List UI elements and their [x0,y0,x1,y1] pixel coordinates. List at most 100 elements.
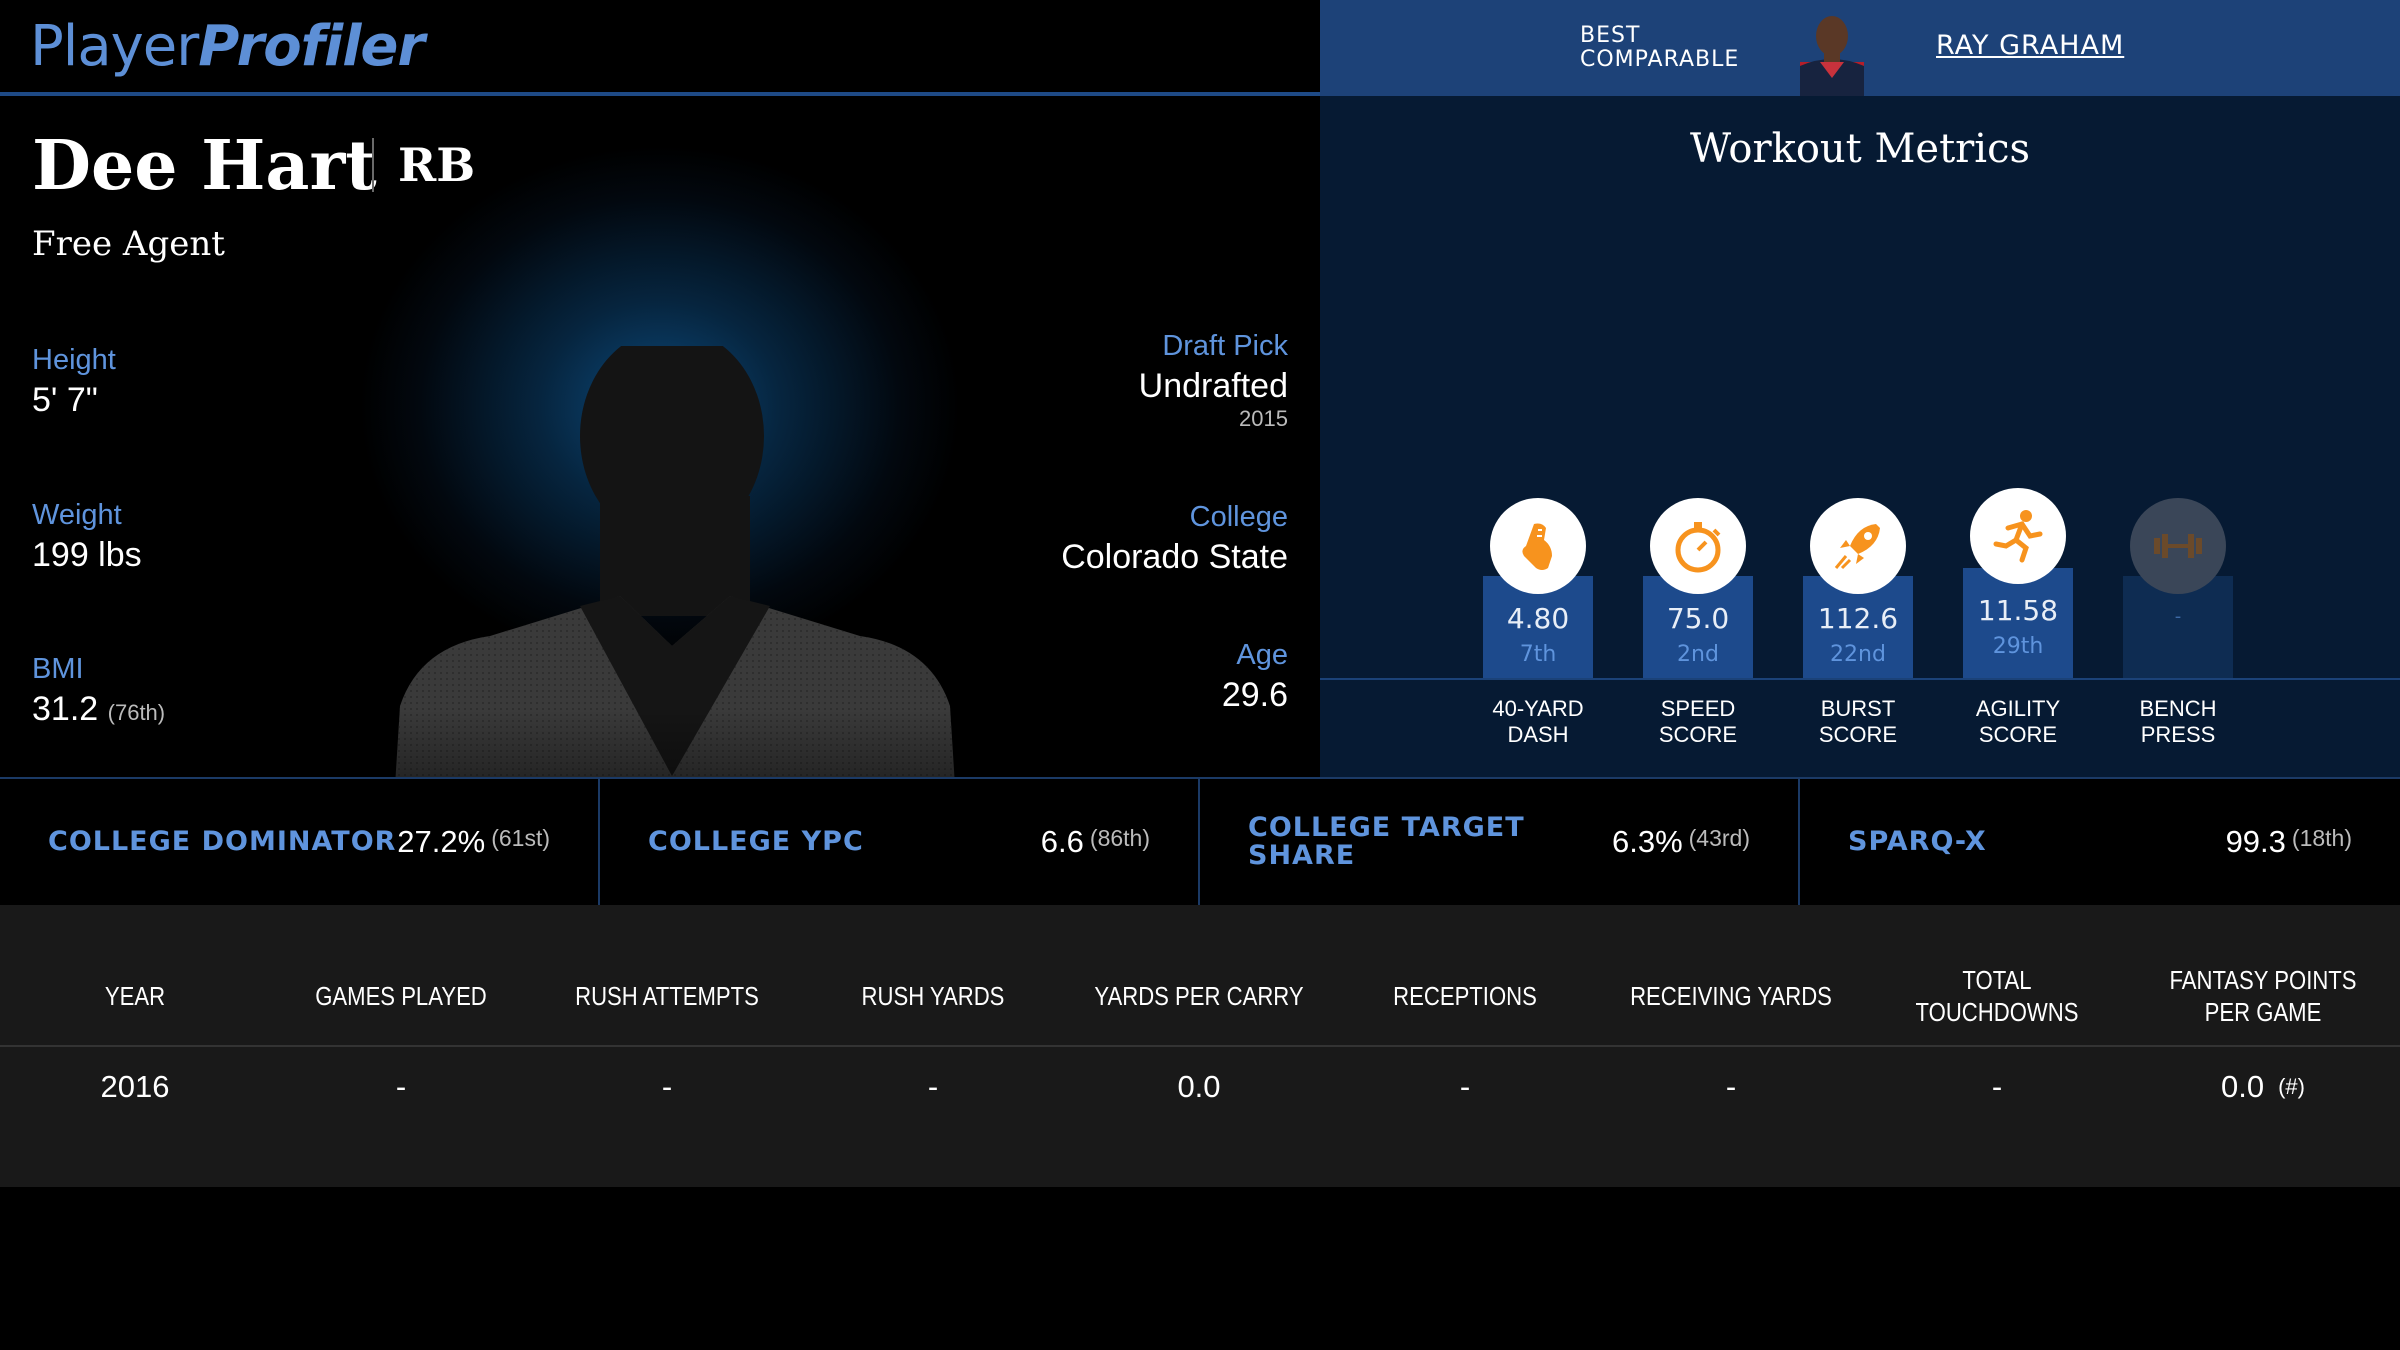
workout-metrics-title: Workout Metrics [1689,126,2031,172]
draft-value: Undrafted [1138,367,1288,405]
table-row: 2016 - - - 0.0 - - - 0.0 (#) [0,1047,2400,1127]
metric-icon-circle [1970,488,2066,584]
college-target-share-cell[interactable]: COLLEGE TARGET SHARE 6.3% (43rd) [1200,779,1800,905]
college-ypc-value: 6.6 [1040,824,1084,859]
sparq-x-rank: (18th) [2291,824,2352,851]
metric-label-line1: BENCH [2139,696,2217,721]
draft-label: Draft Pick [1162,330,1288,362]
metric-rank: 2nd [1677,642,1719,667]
metric-icon-circle [1490,498,1586,594]
bmi-value: 31.2 [32,690,99,728]
metric-icon-circle [1650,498,1746,594]
metric-label-line2: DASH [1507,722,1569,747]
metric-label: AGILITY SCORE [1943,696,2093,748]
player-team: Free Agent [32,224,225,264]
height-value: 5' 7" [32,381,98,419]
shoe-icon [1522,523,1552,570]
college-ypc-value-row: 6.6 (86th) [1041,779,1150,905]
metric-label-line1: 40-YARD [1492,696,1584,721]
college-metrics-strip: COLLEGE DOMINATOR 27.2% (61st) COLLEGE YP… [0,777,2400,905]
col-header-rush-yards[interactable]: RUSH YARDS [861,981,1005,1011]
metric-rank: 7th [1519,642,1557,667]
bmi-label: BMI [32,653,84,685]
college-ypc-label: COLLEGE YPC [648,826,864,857]
metric-label-line2: SCORE [1658,722,1738,747]
best-comparable-bar: BEST COMPARABLE RAY GRAHAM [1320,0,2400,96]
col-header-total-touchdowns[interactable]: TOTAL TOUCHDOWNS [1915,965,2079,1027]
table-header-row: YEAR GAMES PLAYED RUSH ATTEMPTS RUSH YAR… [0,945,2400,1047]
metric-bar [1963,568,2073,678]
college-target-share-rank: (43rd) [1688,824,1750,851]
col-header-receiving-yards[interactable]: RECEIVING YARDS [1630,981,1832,1011]
age-stat: Age 29.6 [1222,639,1288,715]
weight-value: 199 lbs [32,536,142,574]
college-target-share-label-line1: COLLEGE TARGET [1248,812,1525,843]
metric-label: BENCH PRESS [2103,696,2253,748]
metric-value: 4.80 [1506,602,1570,635]
player-position: RB [398,138,476,192]
metric-value: 75.0 [1666,602,1730,635]
college-dominator-label: COLLEGE DOMINATOR [48,826,397,857]
best-comparable-label: BEST COMPARABLE [1580,24,1739,72]
col-header-yards-per-carry[interactable]: YARDS PER CARRY [1094,981,1304,1011]
college-dominator-value-row: 27.2% (61st) [397,779,550,905]
comparable-player-photo [1800,16,1864,96]
metric-rank: 29th [1992,634,2044,659]
cell-receptions: - [1459,1069,1471,1104]
college-value: Colorado State [1061,538,1288,576]
bmi-value-row: 31.2 (76th) [32,690,165,729]
sparq-x-cell[interactable]: SPARQ-X 99.3 (18th) [1800,779,2400,905]
name-divider [372,138,374,192]
college-stat: College Colorado State [1061,501,1288,577]
college-target-share-value: 6.3% [1611,824,1683,859]
college-dominator-cell[interactable]: COLLEGE DOMINATOR 27.2% (61st) [0,779,600,905]
season-stats-table: YEAR GAMES PLAYED RUSH ATTEMPTS RUSH YAR… [0,905,2400,1187]
col-header-receptions[interactable]: RECEPTIONS [1393,981,1537,1011]
site-logo[interactable]: PlayerProfiler [30,14,425,79]
barbell-icon [2154,534,2202,558]
cell-fantasy-points-per-game: 0.0 (#) [2130,1047,2396,1127]
college-ypc-cell[interactable]: COLLEGE YPC 6.6 (86th) [600,779,1200,905]
height-stat: Height 5' 7" [32,344,116,420]
metric-label-line1: SPEED [1660,696,1736,721]
metric-label-line1: BURST [1820,696,1896,721]
fantasy-points-value: 0.0 [2221,1069,2265,1104]
col-header-games-played[interactable]: GAMES PLAYED [315,981,487,1011]
fantasy-rank-note: (#) [2278,1074,2305,1099]
metric-label: SPEED SCORE [1623,696,1773,748]
metric-label-line2: PRESS [2140,722,2216,747]
stopwatch-icon [1675,522,1721,573]
metric-label: 40-YARD DASH [1463,696,1613,748]
metric-value: 112.6 [1817,602,1899,635]
college-dominator-value: 27.2% [397,824,486,859]
workout-metrics-panel: Workout Metrics 4.80 7th 40-YARD DASH [1320,96,2400,777]
cell-year: 2016 [100,1069,170,1104]
logo-profiler: Profiler [198,14,425,79]
cell-receiving-yards: - [1725,1069,1737,1104]
sparq-x-value-row: 99.3 (18th) [2226,779,2352,905]
college-dominator-rank: (61st) [491,824,550,851]
best-comparable-label-line2: COMPARABLE [1580,47,1740,72]
sparq-x-label: SPARQ-X [1848,826,1987,857]
weight-stat: Weight 199 lbs [32,499,142,575]
col-header-fantasy-points-per-game[interactable]: FANTASY POINTS PER GAME [2169,965,2357,1027]
metric-label-line1: AGILITY [1975,696,2061,721]
runner-icon [1993,510,2043,563]
player-panel: Dee Hart RB Free Agent Height 5' 7" Weig… [0,96,1320,777]
age-value: 29.6 [1221,676,1288,714]
cell-yards-per-carry: 0.0 [1177,1069,1221,1104]
comparable-player-link[interactable]: RAY GRAHAM [1936,30,2125,61]
col-header-rush-attempts[interactable]: RUSH ATTEMPTS [575,981,759,1011]
height-label: Height [32,344,116,376]
metric-value: 11.58 [1977,594,2059,627]
weight-label: Weight [32,499,122,531]
metric-label-line2: SCORE [1978,722,2058,747]
player-name: Dee Hart [32,126,377,206]
workout-baseline [1320,678,2400,680]
age-label: Age [1236,639,1288,671]
col-header-year[interactable]: YEAR [104,981,166,1011]
bmi-rank: (76th) [107,700,166,725]
best-comparable-label-line1: BEST [1580,23,1641,48]
cell-rush-attempts: - [661,1069,673,1104]
cell-rush-yards: - [927,1069,939,1104]
